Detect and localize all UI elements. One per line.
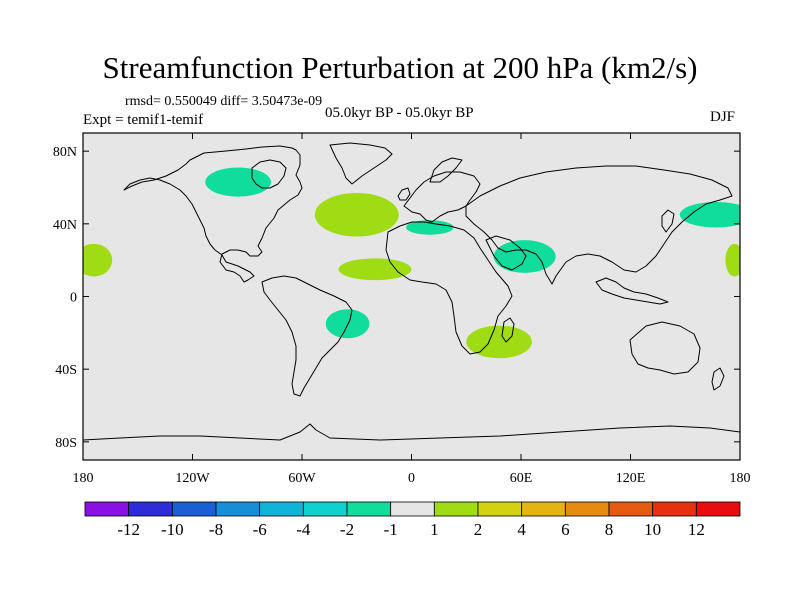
colorbar-swatch [477, 501, 523, 517]
colorbar-swatch [564, 501, 610, 517]
anomaly-western-pacific-edge [725, 243, 740, 277]
coastline-australia [629, 321, 701, 375]
anomaly-layer [83, 167, 740, 359]
x-tick-label: 120E [616, 471, 646, 486]
colorbar-label: -10 [161, 520, 184, 539]
colorbar-label: 2 [474, 520, 483, 539]
chart-title: Streamfunction Perturbation at 200 hPa (… [102, 50, 698, 85]
y-tick-label: 80S [55, 436, 77, 451]
colorbar-label: 8 [605, 520, 614, 539]
coastline-europe [403, 171, 481, 223]
colorbar-swatch [652, 501, 697, 517]
colorbar-swatch [302, 501, 348, 517]
y-tick-label: 80N [53, 145, 77, 160]
colorbar-label: 1 [430, 520, 439, 539]
colorbar-swatch [521, 501, 566, 517]
coastline-asia [465, 165, 733, 285]
coastline-greenland [329, 142, 393, 185]
season-label: DJF [710, 109, 736, 125]
coastline-antarctica [83, 423, 740, 441]
x-tick-label: 180 [730, 471, 751, 486]
colorbar-swatch [128, 501, 173, 517]
colorbar-swatch [346, 501, 392, 517]
period-label: 05.0kyr BP - 05.0kyr BP [325, 105, 474, 121]
map-background [83, 133, 740, 460]
colorbar-swatch [695, 501, 741, 517]
x-tick-label: 60E [510, 471, 533, 486]
coastline-arabia [485, 235, 527, 271]
colorbar-label: 10 [644, 520, 661, 539]
anomaly-arabia-india [493, 240, 556, 273]
coastline-indonesia [595, 277, 669, 305]
experiment-label: Expt = temif1-temif [83, 112, 204, 128]
colorbar-swatch [84, 501, 130, 517]
colorbar-label: 4 [517, 520, 526, 539]
coastline-africa [385, 221, 513, 355]
x-tick-label: 120W [175, 471, 210, 486]
colorbar-label: -2 [340, 520, 354, 539]
anomaly-tropical-atlantic [338, 258, 412, 281]
axis-ticks: 180 120W 60W 0 60E 120E 180 80N 40N 0 40S 80S [53, 133, 751, 486]
colorbar-swatch [608, 501, 654, 517]
colorbar-label: -4 [296, 520, 311, 539]
colorbar-label: 6 [561, 520, 570, 539]
colorbar-swatch [390, 501, 435, 517]
anomaly-northwest-pacific [679, 202, 740, 228]
anomaly-north-atlantic [314, 192, 399, 237]
colorbar-swatch [215, 501, 261, 517]
anomaly-eastern-pacific [83, 243, 113, 277]
y-tick-label: 40N [53, 218, 77, 233]
coastline-japan [661, 209, 675, 233]
y-tick-label: 0 [70, 291, 77, 306]
colorbar-label: -1 [384, 520, 398, 539]
coastline-hudson-bay [251, 159, 287, 189]
chart-subtitle: rmsd= 0.550049 diff= 3.50473e-09 [125, 94, 323, 109]
coastline-new-zealand [711, 367, 725, 391]
coastline-scandinavia [429, 157, 463, 183]
colorbar-label: -12 [117, 520, 140, 539]
anomaly-mediterranean [406, 220, 454, 235]
colorbar-swatch [259, 501, 304, 517]
coastline-south-america [261, 275, 353, 397]
coastline-north-america [123, 145, 303, 283]
colorbar-swatch [171, 501, 217, 517]
colorbar-label: -8 [209, 520, 223, 539]
anomaly-southern-africa [466, 325, 532, 359]
colorbar-label: 12 [688, 520, 705, 539]
x-tick-label: 0 [408, 471, 415, 486]
colorbar-label: -6 [253, 520, 267, 539]
coastline-british-isles [397, 187, 411, 201]
colorbar-swatch [433, 501, 479, 517]
coastline-layer [83, 142, 740, 441]
coastline-madagascar [501, 317, 515, 343]
x-tick-label: 60W [288, 471, 316, 486]
colorbar: -12 -10 -8 -6 -4 -2 -1 1 2 4 6 8 10 12 [84, 501, 741, 539]
y-tick-label: 40S [55, 363, 77, 378]
anomaly-hudson-bay [205, 167, 271, 197]
x-tick-label: 180 [73, 471, 94, 486]
